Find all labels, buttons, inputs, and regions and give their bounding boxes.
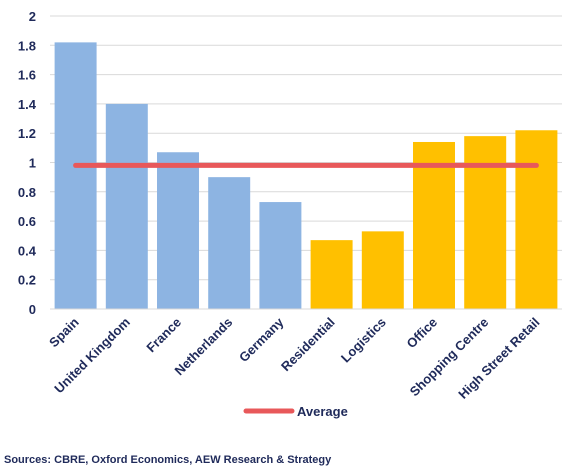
legend-label-average: Average — [297, 404, 348, 419]
chart: 0 0.2 0.4 0.6 0.8 1 1.2 1.4 1.6 1.8 2 SpainUnited … — [18, 9, 562, 419]
bar-office — [413, 141, 455, 309]
y-tick-label: 0 — [29, 302, 36, 317]
y-tick-label: 1.2 — [18, 126, 36, 141]
y-tick-label: 0.6 — [18, 214, 36, 229]
legend: Average — [243, 404, 348, 419]
bar-germany — [259, 202, 302, 309]
source-note: Sources: CBRE, Oxford Economics, AEW Res… — [4, 454, 332, 466]
y-tick-label: 1.6 — [18, 68, 36, 83]
x-tick-label: Logistics — [338, 315, 389, 366]
bars — [54, 42, 558, 310]
bar-france — [157, 152, 199, 309]
x-tick-label: Spain — [46, 314, 82, 350]
bar-netherlands — [208, 177, 251, 309]
x-tick-label: France — [143, 315, 184, 356]
y-tick-label: 2 — [29, 9, 36, 24]
bar-residential — [310, 240, 353, 309]
y-tick-label: 0.8 — [18, 185, 36, 200]
y-tick-label: 1.8 — [18, 38, 36, 53]
bar-spain — [54, 42, 97, 310]
x-tick-label: Germany — [236, 314, 287, 365]
y-tick-label: 1.4 — [18, 97, 37, 112]
bar-united-kingdom — [105, 103, 148, 310]
bar-logistics — [361, 231, 404, 309]
bar-high-street-retail — [515, 130, 558, 309]
x-tick-label: Office — [403, 315, 440, 352]
y-axis: 0 0.2 0.4 0.6 0.8 1 1.2 1.4 1.6 1.8 2 — [18, 9, 37, 317]
y-tick-label: 0.2 — [18, 273, 36, 288]
y-tick-label: 0.4 — [18, 243, 37, 258]
bar-shopping-centre — [464, 136, 507, 309]
y-tick-label: 1 — [29, 156, 36, 171]
x-tick-label: Residential — [278, 315, 338, 375]
